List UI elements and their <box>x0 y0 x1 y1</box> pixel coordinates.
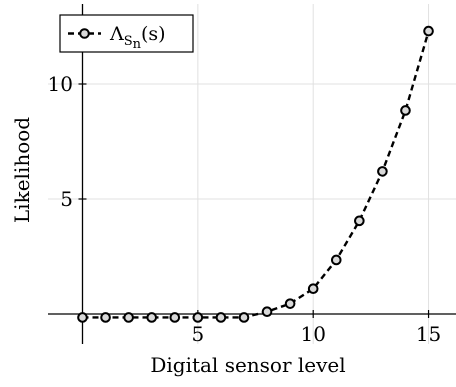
data-point <box>169 312 181 323</box>
series-line <box>82 30 430 319</box>
x-tick-label: 5 <box>191 322 204 346</box>
data-point <box>354 215 365 227</box>
x-tick-label: 15 <box>416 322 441 346</box>
legend-label-sub: S <box>124 34 133 49</box>
data-point <box>261 306 273 318</box>
legend-label: ΛSn(s) <box>109 23 166 52</box>
legend-label-subsub: n <box>133 37 142 52</box>
data-point <box>146 312 158 323</box>
y-tick-label: 5 <box>60 187 73 211</box>
series-points <box>77 25 434 323</box>
tick-labels: 5 10 15 5 10 <box>48 72 442 346</box>
legend-label-suffix: (s) <box>141 23 166 45</box>
data-point <box>330 254 342 266</box>
data-point <box>77 312 88 323</box>
y-tick-label: 10 <box>48 72 73 96</box>
data-point <box>400 105 411 116</box>
x-axis-label: Digital sensor level <box>150 353 345 377</box>
data-point <box>377 166 388 177</box>
data-point <box>215 312 227 323</box>
legend-marker-sample <box>79 28 90 39</box>
data-point <box>284 298 296 309</box>
data-point <box>423 25 434 37</box>
data-point <box>238 312 250 323</box>
x-tick-label: 10 <box>300 322 325 346</box>
axes <box>48 4 456 344</box>
legend: ΛSn(s) <box>59 14 194 53</box>
grid <box>48 4 456 344</box>
data-point <box>123 312 134 323</box>
data-point <box>100 312 111 323</box>
legend-label-main: Λ <box>109 23 124 45</box>
y-axis-label: Likelihood <box>10 117 34 223</box>
data-point <box>192 312 204 323</box>
data-point <box>307 283 319 295</box>
